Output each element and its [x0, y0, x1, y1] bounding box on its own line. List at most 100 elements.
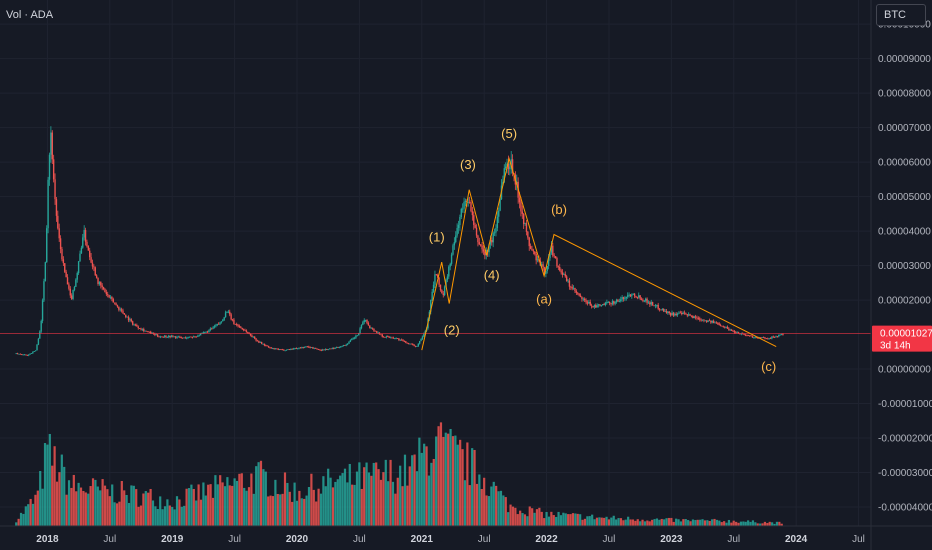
- candle-body: [446, 276, 449, 280]
- price-tag-value: 0.00001027: [880, 329, 932, 340]
- candle-body: [430, 299, 432, 312]
- candle-body: [213, 326, 216, 328]
- volume-bar: [583, 518, 587, 526]
- volume-bar: [502, 495, 505, 526]
- candle-body: [701, 319, 704, 321]
- volume-bar: [528, 506, 531, 526]
- volume-bar: [415, 471, 419, 526]
- candle-body: [491, 239, 493, 243]
- candle-body: [144, 330, 146, 332]
- candle-body: [285, 349, 288, 351]
- volume-bar: [694, 520, 697, 526]
- volume-bar: [696, 519, 699, 526]
- candle-body: [385, 336, 388, 338]
- time-axis[interactable]: 2018 Jul 2019 Jul 2020 Jul 2021 Jul 2022 Jul 2023 J…: [0, 525, 932, 545]
- candle-body: [274, 348, 277, 350]
- candle-body: [238, 326, 241, 327]
- candle-body: [586, 302, 589, 304]
- volume-bar: [747, 520, 750, 526]
- candle-body: [403, 340, 406, 342]
- candle-body: [278, 349, 281, 350]
- candle-body: [714, 322, 716, 324]
- volume-bar: [53, 446, 56, 526]
- candle-body: [102, 287, 105, 290]
- candle-body: [296, 348, 299, 350]
- volume-bar: [221, 482, 224, 526]
- volume-bar: [624, 519, 627, 526]
- candle-body: [316, 348, 318, 350]
- volume-bar: [778, 521, 781, 526]
- price-axis[interactable]: 0.000100000.000090000.000080000.00007000…: [870, 0, 932, 550]
- volume-bar: [91, 478, 95, 526]
- candle-body: [437, 274, 439, 278]
- candle-body: [69, 288, 71, 296]
- currency-button[interactable]: BTC: [876, 4, 926, 26]
- candle-body: [235, 323, 238, 325]
- volume-bar: [281, 493, 284, 526]
- volume-bar: [459, 439, 462, 526]
- candle-body: [578, 293, 580, 296]
- candle-body: [98, 281, 101, 284]
- candle-body: [632, 293, 634, 295]
- volume-bar: [147, 492, 150, 526]
- candle-body: [75, 279, 77, 287]
- volume-bar: [567, 514, 570, 526]
- candle-body: [545, 271, 547, 274]
- volume-bar: [487, 496, 491, 526]
- candle-body: [204, 332, 206, 333]
- volume-bar: [780, 523, 783, 526]
- volume-bar: [312, 489, 315, 526]
- volume-bar: [353, 484, 356, 526]
- volume-bar: [454, 435, 457, 526]
- volume-bar: [96, 486, 99, 526]
- candle-body: [73, 286, 76, 290]
- candle-body: [396, 338, 399, 339]
- candle-body: [366, 320, 368, 324]
- candle-body: [667, 311, 669, 314]
- candle-body: [754, 337, 756, 339]
- candle-body: [470, 202, 472, 212]
- volume-bar: [382, 472, 385, 526]
- candle-body: [176, 336, 178, 338]
- volume-bar: [475, 483, 479, 526]
- candle-body: [57, 215, 59, 229]
- candle-body: [374, 330, 377, 332]
- candle-body: [694, 316, 697, 318]
- time-tick-label: Jul: [478, 534, 491, 545]
- volume-bar: [651, 519, 654, 526]
- candle-body: [726, 326, 729, 329]
- candle-body: [543, 267, 546, 274]
- candle-body: [39, 331, 41, 339]
- candle-body: [503, 168, 505, 183]
- volume-bar: [576, 513, 579, 526]
- candle-body: [174, 336, 177, 338]
- candlestick-series: [15, 126, 784, 357]
- candle-body: [593, 305, 596, 308]
- candle-body: [525, 223, 528, 232]
- volume-bar: [699, 519, 702, 526]
- candle-body: [730, 329, 733, 331]
- volume-bar: [425, 446, 428, 526]
- volume-bar: [175, 496, 179, 526]
- volume-bar: [581, 519, 584, 526]
- volume-bar: [259, 460, 263, 526]
- volume-bar: [492, 481, 495, 526]
- indicator-legend[interactable]: Vol · ADA: [6, 9, 54, 21]
- candle-body: [703, 319, 705, 321]
- candle-body: [450, 254, 453, 264]
- candle-body: [697, 318, 700, 320]
- time-tick-label: 2024: [785, 534, 808, 545]
- candle-body: [683, 312, 686, 314]
- candle-body: [583, 298, 586, 301]
- candle-body: [177, 336, 180, 338]
- volume-bar: [708, 520, 711, 526]
- volume-bar: [655, 518, 659, 526]
- volume-bar: [720, 522, 723, 526]
- candle-body: [549, 252, 551, 259]
- candle-body: [187, 336, 189, 338]
- volume-bar: [593, 519, 596, 526]
- candle-body: [482, 249, 485, 252]
- candle-body: [668, 311, 670, 314]
- candle-body: [484, 251, 486, 256]
